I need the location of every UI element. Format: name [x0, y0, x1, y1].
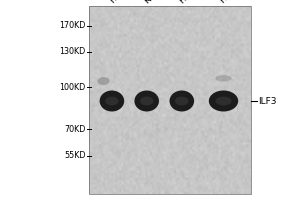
- Bar: [88, 6, 250, 194]
- Text: 100KD: 100KD: [59, 83, 86, 92]
- Ellipse shape: [175, 97, 189, 105]
- Ellipse shape: [98, 77, 110, 85]
- Text: K562: K562: [142, 0, 164, 5]
- Text: 70KD: 70KD: [64, 124, 86, 134]
- Ellipse shape: [169, 90, 194, 112]
- Ellipse shape: [215, 75, 232, 82]
- Ellipse shape: [134, 90, 159, 112]
- Ellipse shape: [215, 97, 232, 105]
- Text: Raji: Raji: [107, 0, 125, 5]
- Text: HepG2: HepG2: [218, 0, 245, 5]
- Ellipse shape: [100, 90, 124, 112]
- Ellipse shape: [105, 97, 119, 105]
- Text: 170KD: 170KD: [59, 21, 86, 30]
- Ellipse shape: [209, 90, 238, 112]
- Text: ILF3: ILF3: [259, 97, 277, 106]
- Text: HeLa: HeLa: [177, 0, 199, 5]
- Text: 130KD: 130KD: [59, 47, 86, 56]
- Text: 55KD: 55KD: [64, 152, 86, 160]
- Ellipse shape: [140, 97, 154, 105]
